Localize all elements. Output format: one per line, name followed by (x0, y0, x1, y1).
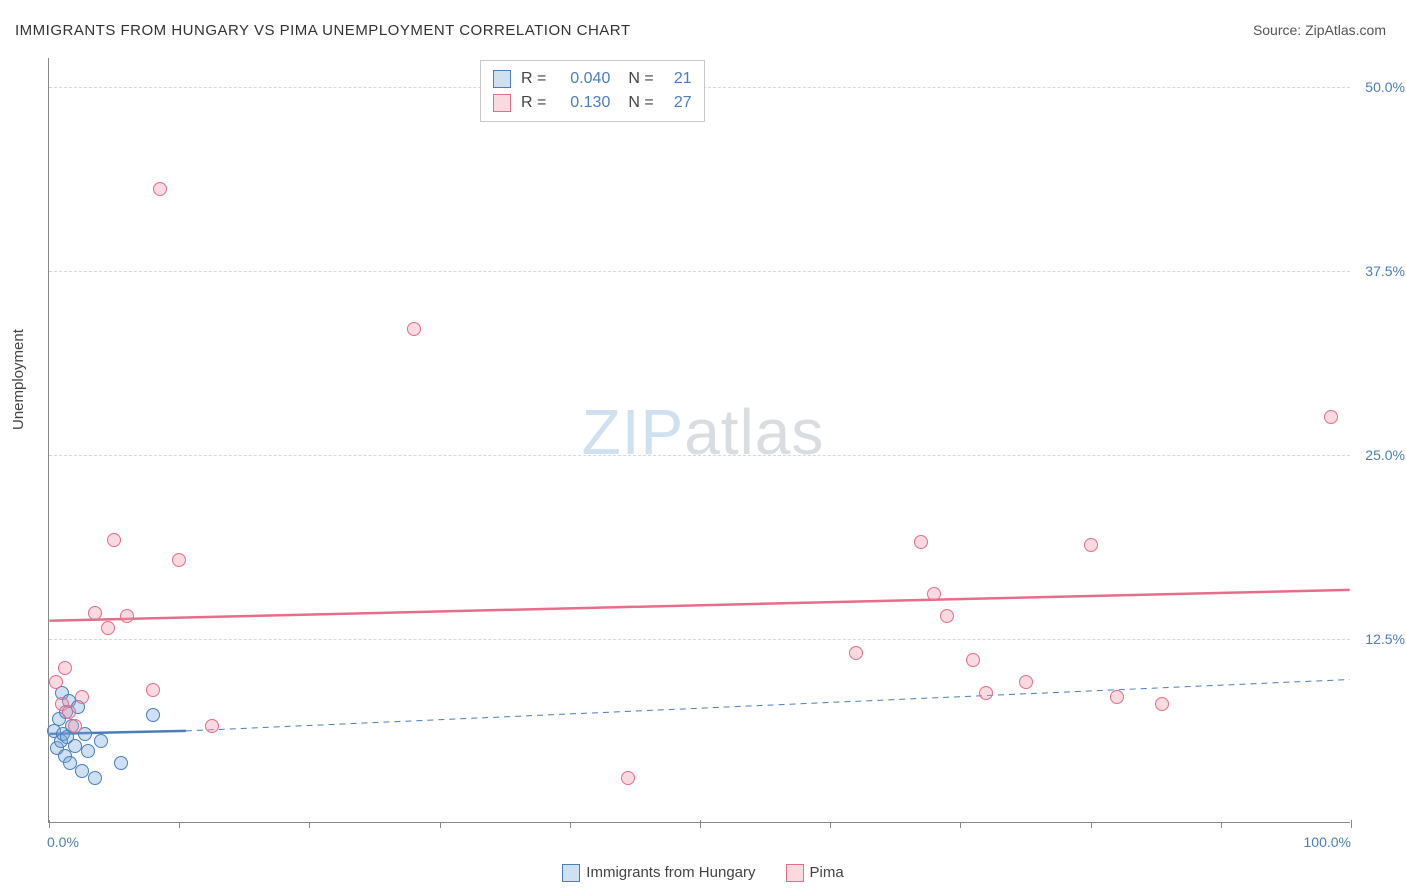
legend-r-value: 0.130 (556, 91, 610, 115)
data-point (849, 646, 863, 660)
data-point (49, 675, 63, 689)
trend-line (49, 590, 1349, 621)
y-tick-label: 50.0% (1355, 79, 1405, 95)
data-point (1084, 538, 1098, 552)
legend-item: Pima (786, 864, 844, 882)
x-tick (830, 823, 831, 828)
legend-n-value: 27 (664, 91, 692, 115)
trend-lines (49, 58, 1350, 822)
legend-label: Pima (810, 864, 844, 881)
data-point (940, 609, 954, 623)
x-tick (179, 823, 180, 828)
data-point (68, 739, 82, 753)
correlation-legend: R = 0.040 N = 21 R = 0.130 N = 27 (480, 60, 705, 122)
x-tick (570, 823, 571, 828)
data-point (1110, 690, 1124, 704)
x-tick (1091, 823, 1092, 828)
legend-row: R = 0.130 N = 27 (493, 91, 692, 115)
data-point (94, 734, 108, 748)
data-point (75, 764, 89, 778)
legend-r-label: R = (521, 91, 546, 115)
data-point (407, 322, 421, 336)
data-point (172, 553, 186, 567)
data-point (1324, 410, 1338, 424)
x-tick (960, 823, 961, 828)
data-point (914, 535, 928, 549)
data-point (107, 533, 121, 547)
legend-item: Immigrants from Hungary (562, 864, 755, 882)
data-point (75, 690, 89, 704)
legend-swatch (786, 864, 804, 882)
plot-area: 12.5%25.0%37.5%50.0%0.0%100.0% (48, 58, 1350, 823)
data-point (58, 661, 72, 675)
y-axis-label: Unemployment (10, 329, 27, 430)
data-point (621, 771, 635, 785)
y-tick-label: 12.5% (1355, 631, 1405, 647)
data-point (81, 744, 95, 758)
legend-row: R = 0.040 N = 21 (493, 67, 692, 91)
x-tick (440, 823, 441, 828)
legend-r-value: 0.040 (556, 67, 610, 91)
y-tick-label: 25.0% (1355, 447, 1405, 463)
x-tick (309, 823, 310, 828)
data-point (62, 705, 76, 719)
legend-r-label: R = (521, 67, 546, 91)
data-point (1155, 697, 1169, 711)
data-point (68, 719, 82, 733)
x-tick (1351, 820, 1352, 828)
data-point (153, 182, 167, 196)
data-point (1019, 675, 1033, 689)
legend-n-value: 21 (664, 67, 692, 91)
data-point (114, 756, 128, 770)
data-point (205, 719, 219, 733)
series-legend: Immigrants from Hungary Pima (0, 864, 1406, 882)
data-point (979, 686, 993, 700)
data-point (120, 609, 134, 623)
data-point (101, 621, 115, 635)
x-tick-label: 0.0% (47, 834, 79, 850)
data-point (88, 771, 102, 785)
legend-swatch (562, 864, 580, 882)
x-tick-label: 100.0% (1304, 834, 1351, 850)
data-point (966, 653, 980, 667)
data-point (146, 708, 160, 722)
legend-swatch (493, 70, 511, 88)
legend-n-label: N = (628, 67, 653, 91)
data-point (927, 587, 941, 601)
x-tick (1221, 823, 1222, 828)
legend-label: Immigrants from Hungary (586, 864, 755, 881)
legend-swatch (493, 94, 511, 112)
data-point (88, 606, 102, 620)
source-label: Source: ZipAtlas.com (1253, 22, 1386, 38)
trend-line (186, 679, 1350, 730)
chart-title: IMMIGRANTS FROM HUNGARY VS PIMA UNEMPLOY… (15, 22, 631, 39)
legend-n-label: N = (628, 91, 653, 115)
data-point (146, 683, 160, 697)
y-tick-label: 37.5% (1355, 263, 1405, 279)
